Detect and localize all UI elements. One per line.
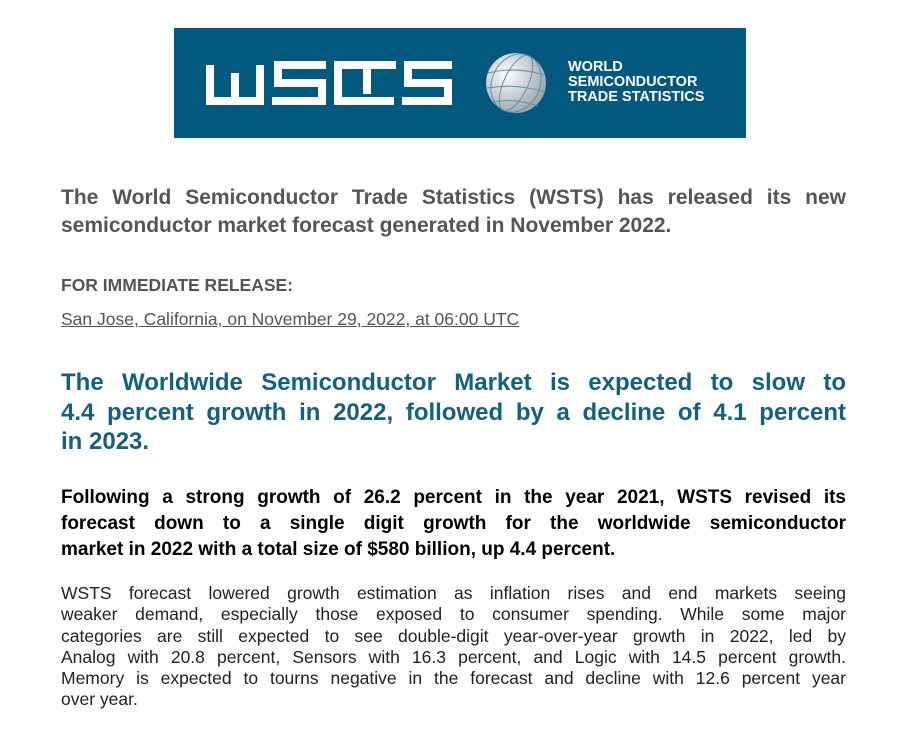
body-line: weaker demand, especially those exposed … (61, 604, 846, 625)
tagline-line: TRADE STATISTICS (568, 89, 705, 105)
wsts-logo (206, 53, 546, 113)
logo-tagline: WORLD SEMICONDUCTOR TRADE STATISTICS (568, 60, 704, 105)
body-line: Memory is expected to tourns negative in… (61, 668, 846, 689)
body-paragraph: WSTS forecast lowered growth estimation … (61, 583, 846, 711)
subheadline: Following a strong growth of 26.2 percen… (61, 485, 846, 563)
intro-line: semiconductor market forecast generated … (61, 214, 672, 237)
intro-line: The World Semiconductor Trade Statistics… (61, 186, 846, 209)
headline: The Worldwide Semiconductor Market is ex… (61, 368, 846, 457)
tagline-line: WORLD (568, 59, 623, 75)
release-location-date: San Jose, California, on November 29, 20… (61, 308, 846, 330)
globe-icon (486, 53, 546, 113)
headline-line: 4.4 percent growth in 2022, followed by … (61, 398, 846, 426)
tagline-line: SEMICONDUCTOR (568, 74, 698, 90)
body-line: Analog with 20.8 percent, Sensors with 1… (61, 646, 846, 667)
headline-line: The Worldwide Semiconductor Market is ex… (61, 369, 846, 396)
wsts-logo-banner: WORLD SEMICONDUCTOR TRADE STATISTICS (174, 28, 746, 138)
body-line: WSTS forecast lowered growth estimation … (61, 583, 846, 603)
release-label: FOR IMMEDIATE RELEASE: (61, 275, 294, 295)
headline-line: in 2023. (61, 428, 150, 455)
body-line: categories are still expected to see dou… (61, 625, 846, 646)
subhead-line: Following a strong growth of 26.2 percen… (61, 487, 846, 508)
body-line: over year. (61, 689, 138, 710)
subhead-line: market in 2022 with a total size of $580… (61, 539, 616, 560)
intro-heading: The World Semiconductor Trade Statistics… (61, 184, 846, 240)
subhead-line: forecast down to a single digit growth f… (61, 513, 846, 534)
location-text: San Jose, California, on November 29, 20… (61, 309, 520, 329)
